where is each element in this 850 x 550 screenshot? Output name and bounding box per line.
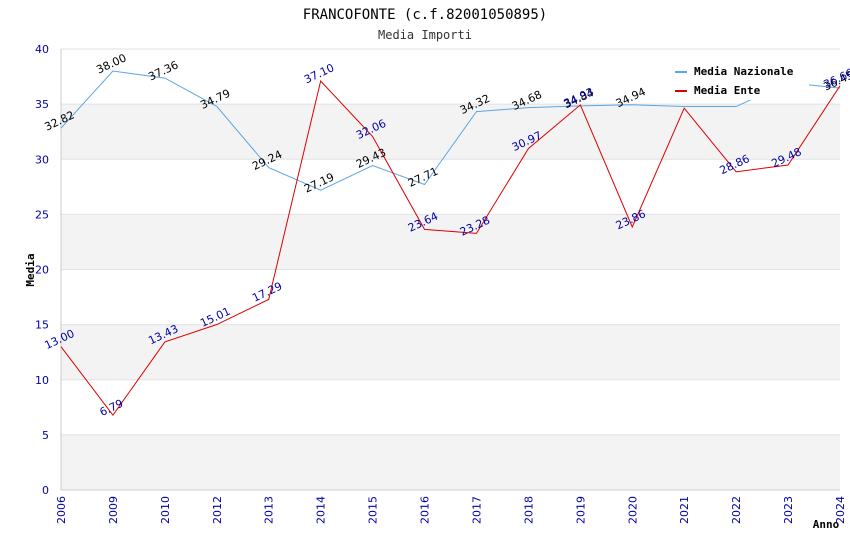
series-line xyxy=(60,70,841,191)
y-tick-label: 5 xyxy=(42,429,49,442)
legend-label-media-ente: Media Ente xyxy=(694,84,761,97)
series-media-nazionale xyxy=(60,70,841,191)
x-tick-label: 2019 xyxy=(574,496,587,524)
grid-band xyxy=(61,379,840,435)
y-tick-label: 0 xyxy=(42,484,49,497)
x-tick-label: 2022 xyxy=(730,496,743,524)
x-tick-label: 2018 xyxy=(522,496,535,524)
x-tick-labels: 2006 2009 2010 2012 2013 2014 2015 2016 2017 2018… xyxy=(55,496,847,524)
x-axis-label: Anno xyxy=(813,518,840,531)
x-tick-label: 2024 xyxy=(834,496,847,524)
grid-bands xyxy=(61,49,840,490)
x-tick-label: 2009 xyxy=(107,496,120,524)
grid-band xyxy=(61,214,840,270)
x-tick-label: 2023 xyxy=(782,496,795,524)
x-tick-label: 2015 xyxy=(367,496,380,524)
x-tick-label: 2016 xyxy=(419,496,432,524)
x-tick-label: 2013 xyxy=(263,496,276,524)
grid-band xyxy=(61,159,840,215)
x-tick-label: 2012 xyxy=(211,496,224,524)
y-tick-label: 35 xyxy=(35,98,49,111)
y-axis-label: Media xyxy=(24,253,37,286)
y-tick-label: 30 xyxy=(35,153,49,166)
x-tick-label: 2021 xyxy=(678,496,691,524)
legend-box xyxy=(669,60,809,100)
series-line xyxy=(60,79,841,416)
x-tick-label: 2006 xyxy=(55,496,68,524)
grid-band xyxy=(61,104,840,160)
x-tick-label: 2020 xyxy=(626,496,639,524)
grid-band xyxy=(61,434,840,490)
y-tick-label: 15 xyxy=(35,319,49,332)
y-tick-labels: 0 5 10 15 20 25 30 35 40 xyxy=(35,43,49,497)
chart-title: FRANCOFONTE (c.f.82001050895) xyxy=(303,7,547,23)
y-tick-label: 20 xyxy=(35,264,49,277)
x-tick-label: 2010 xyxy=(159,496,172,524)
y-tick-label: 40 xyxy=(35,43,49,56)
x-tick-label: 2017 xyxy=(470,496,483,524)
x-tick-label: 2014 xyxy=(315,496,328,524)
y-tick-label: 25 xyxy=(35,208,49,221)
series-media-ente xyxy=(60,79,841,416)
grid-band xyxy=(61,324,840,380)
chart-subtitle: Media Importi xyxy=(378,28,472,42)
legend-label-media-nazionale: Media Nazionale xyxy=(694,65,794,78)
legend: Media Nazionale Media Ente xyxy=(669,60,809,100)
y-tick-label: 10 xyxy=(35,374,49,387)
grid-band xyxy=(61,269,840,325)
